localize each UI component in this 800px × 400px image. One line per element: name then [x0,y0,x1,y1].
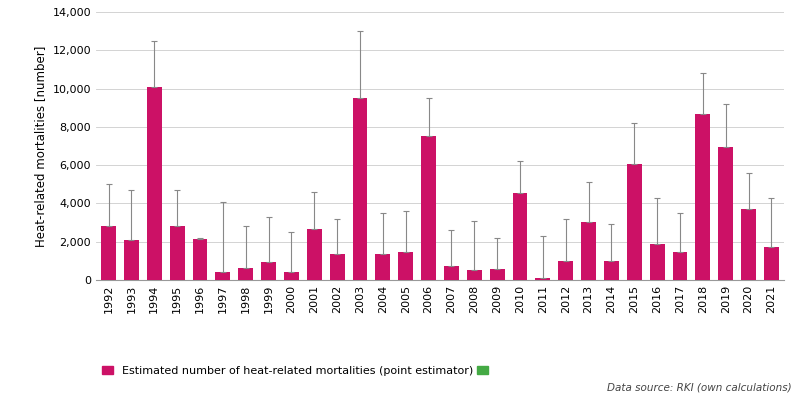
Bar [307,229,322,280]
Bar [398,252,413,280]
Bar [741,209,756,280]
Bar [535,278,550,280]
Bar [284,272,299,280]
Bar [764,246,779,280]
Bar [101,226,116,280]
Bar [215,272,230,280]
Bar [330,254,345,280]
Bar [147,87,162,280]
Bar [261,262,276,280]
Bar [193,239,207,280]
Bar [124,240,139,280]
Bar [170,226,185,280]
Bar [353,98,367,280]
Legend: Estimated number of heat-related mortalities (point estimator), : Estimated number of heat-related mortali… [102,366,498,376]
Y-axis label: Heat-related mortalities [number]: Heat-related mortalities [number] [34,45,47,247]
Bar [238,268,253,280]
Bar [581,222,596,280]
Bar [490,270,505,280]
Bar [604,261,619,280]
Bar [627,164,642,280]
Bar [673,252,687,280]
Bar [695,114,710,280]
Text: Data source: RKI (own calculations): Data source: RKI (own calculations) [607,382,792,392]
Bar [513,193,527,280]
Bar [421,136,436,280]
Bar [558,261,573,280]
Bar [444,266,459,280]
Bar [467,270,482,280]
Bar [375,254,390,280]
Bar [718,147,733,280]
Bar [650,244,665,280]
